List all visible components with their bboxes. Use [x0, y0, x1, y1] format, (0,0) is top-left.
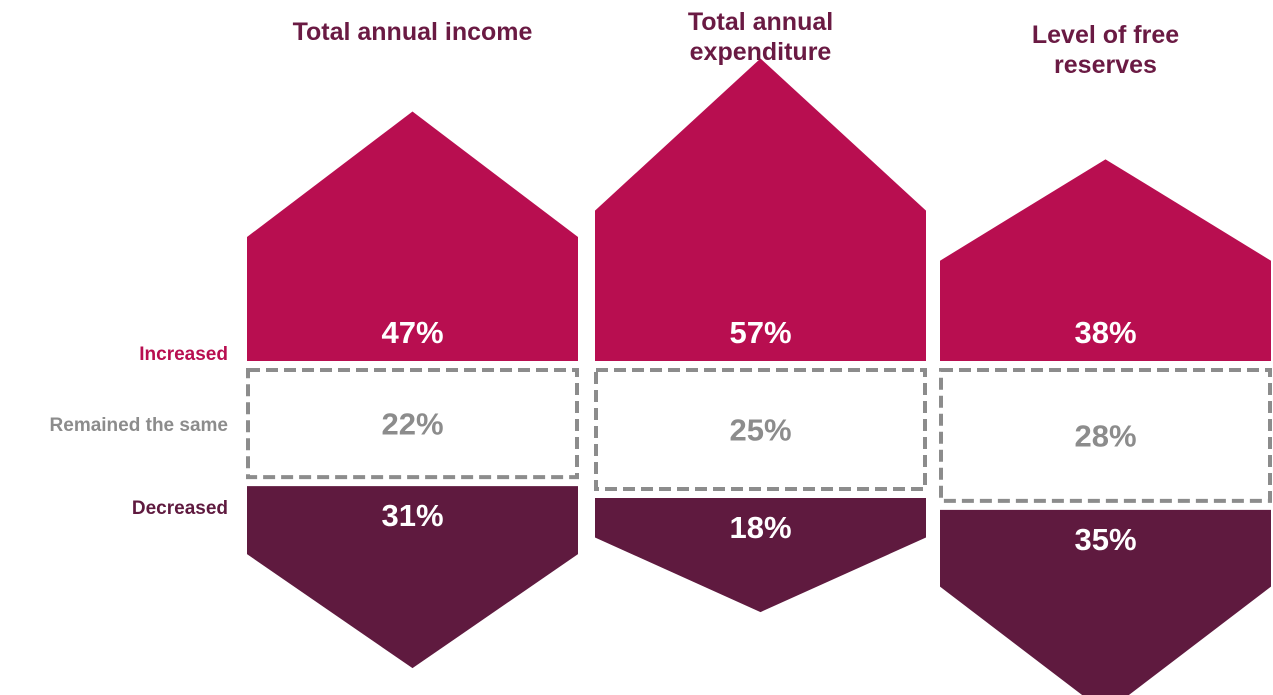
column-title-3-line-1: Level of free: [1032, 21, 1179, 49]
increased-value-2: 57%: [729, 315, 791, 350]
column-title-3-line-2: reserves: [1054, 51, 1157, 79]
row-label-decreased: Decreased: [132, 498, 228, 519]
decreased-shape-2: [595, 498, 926, 613]
same-box-2: [594, 368, 927, 491]
column-title-2-line-2: expenditure: [690, 38, 832, 66]
column-title-1-line-1: Total annual income: [293, 18, 533, 46]
decreased-shape-1: [247, 486, 578, 669]
decreased-value-1: 31%: [381, 498, 443, 533]
decreased-shape-3: [940, 509, 1271, 695]
increased-shape-3: [940, 159, 1271, 361]
increased-shape-2: [595, 58, 926, 361]
decreased-value-3: 35%: [1074, 522, 1136, 557]
decreased-value-2: 18%: [729, 510, 791, 545]
row-label-increased: Increased: [139, 344, 228, 365]
same-box-1: [246, 368, 579, 480]
same-value-2: 25%: [729, 413, 791, 448]
increased-value-1: 47%: [381, 315, 443, 350]
same-box-3: [939, 368, 1272, 503]
same-value-1: 22%: [381, 407, 443, 442]
increased-shape-1: [247, 111, 578, 361]
increased-value-3: 38%: [1074, 315, 1136, 350]
column-title-2-line-1: Total annual: [688, 8, 833, 36]
row-label-remained-same: Remained the same: [50, 415, 228, 436]
same-value-3: 28%: [1074, 418, 1136, 453]
